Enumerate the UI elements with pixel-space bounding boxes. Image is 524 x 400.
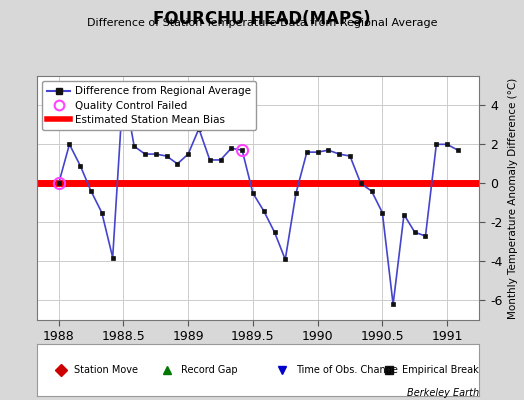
Legend: Difference from Regional Average, Quality Control Failed, Estimated Station Mean: Difference from Regional Average, Qualit…: [42, 81, 256, 130]
Text: Difference of Station Temperature Data from Regional Average: Difference of Station Temperature Data f…: [87, 18, 437, 28]
Text: Berkeley Earth: Berkeley Earth: [407, 388, 479, 398]
Text: Empirical Break: Empirical Break: [402, 365, 479, 375]
Text: Record Gap: Record Gap: [181, 365, 237, 375]
Y-axis label: Monthly Temperature Anomaly Difference (°C): Monthly Temperature Anomaly Difference (…: [508, 77, 518, 319]
Text: Time of Obs. Change: Time of Obs. Change: [296, 365, 398, 375]
Text: FOURCHU HEAD(MAPS): FOURCHU HEAD(MAPS): [153, 10, 371, 28]
Text: Station Move: Station Move: [74, 365, 138, 375]
